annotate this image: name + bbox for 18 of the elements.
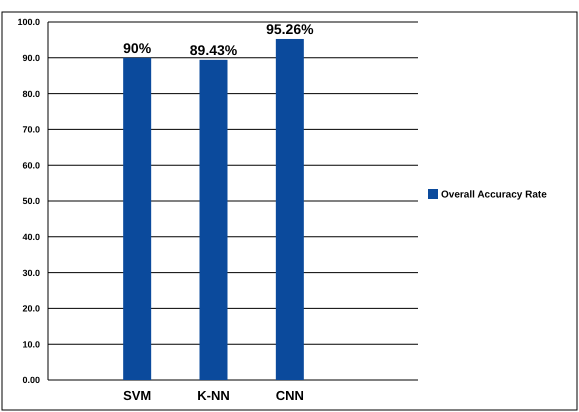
- y-tick-label: 20.0: [22, 304, 40, 314]
- x-tick-label: K-NN: [197, 388, 230, 403]
- y-tick-label: 60.0: [22, 160, 40, 170]
- legend-label: Overall Accuracy Rate: [441, 190, 548, 200]
- x-tick-label: SVM: [123, 388, 152, 403]
- y-tick-label: 80.0: [22, 88, 40, 99]
- y-tick-label: 30.0: [22, 268, 40, 278]
- y-tick-label: 100.0: [17, 17, 40, 28]
- y-tick-label: 10.0: [22, 339, 40, 350]
- y-tick-label: 90.0: [22, 52, 40, 63]
- y-tick-label: 40.0: [22, 232, 40, 242]
- x-tick-label: CNN: [276, 388, 304, 403]
- y-tick-label: 70.0: [22, 124, 40, 135]
- data-label: 95.26%: [266, 20, 314, 37]
- data-label: 90%: [123, 40, 152, 56]
- y-tick-label: 50.0: [22, 196, 40, 206]
- y-tick-label: 0.00: [22, 375, 40, 386]
- data-label: 89.43%: [190, 42, 238, 58]
